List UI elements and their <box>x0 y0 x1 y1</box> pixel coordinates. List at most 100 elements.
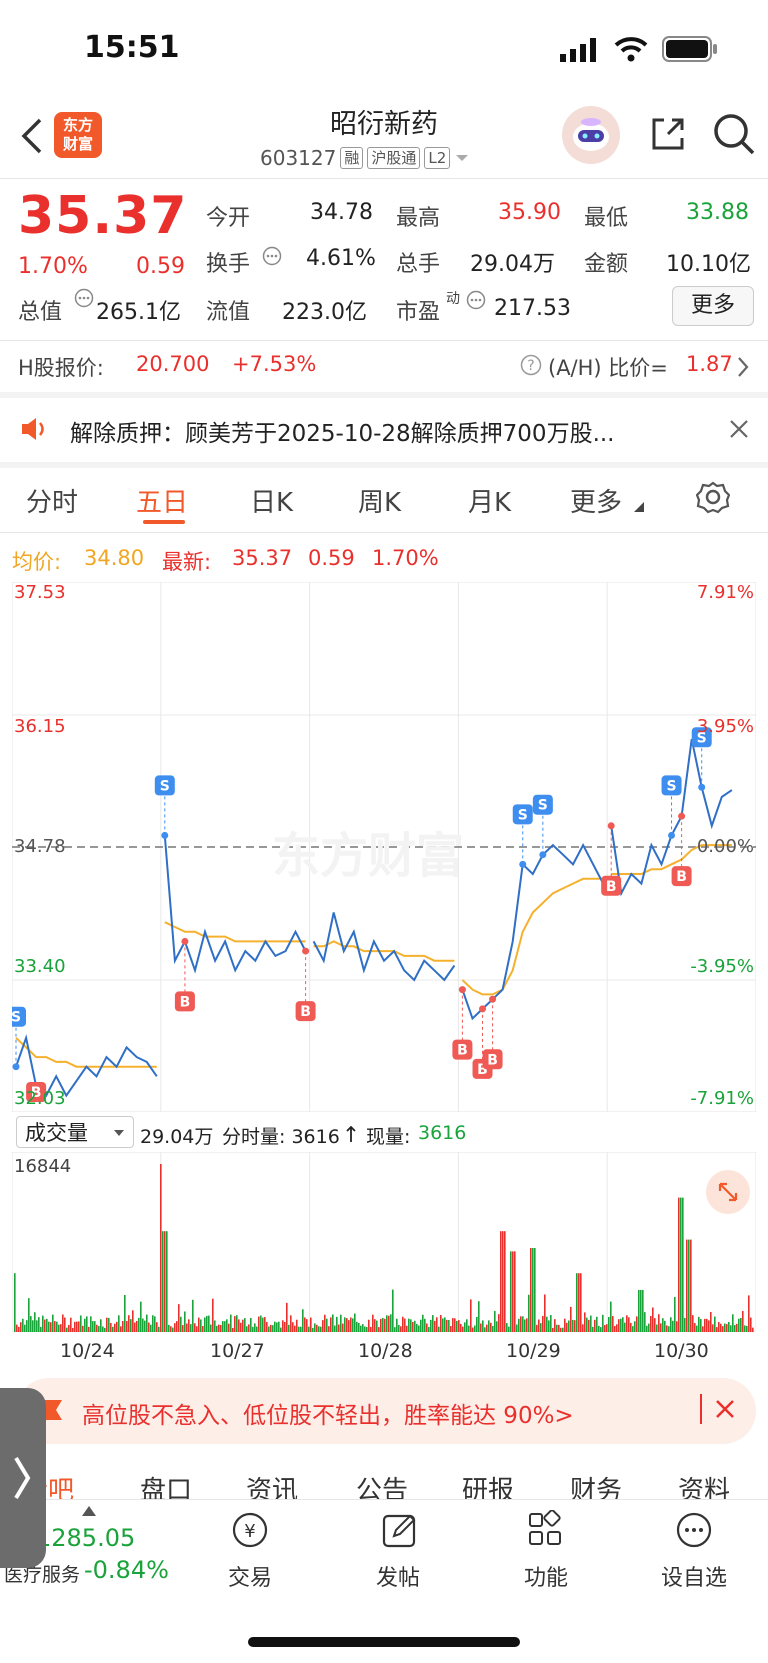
avg-series-segment <box>313 940 455 962</box>
help-icon[interactable]: ? <box>520 354 542 376</box>
volume-selector[interactable]: 成交量 <box>16 1116 134 1148</box>
change-pct: 1.70% <box>18 254 88 279</box>
volume-bar <box>216 1325 218 1332</box>
back-icon[interactable] <box>18 116 44 156</box>
notice-text[interactable]: 解除质押：顾美芳于2025-10-28解除质押700万股... <box>70 421 615 447</box>
nav-trade[interactable]: 交易 <box>227 1566 272 1591</box>
index-value[interactable]: 1285.05 <box>36 1524 136 1552</box>
tab-intraday[interactable]: 分时 <box>26 488 79 518</box>
nav-add-watch[interactable]: 设自选 <box>660 1566 727 1591</box>
y-tick-left-0: 37.53 <box>14 582 66 603</box>
volume-bar <box>374 1319 376 1332</box>
volume-bar <box>678 1197 680 1332</box>
volume-bar <box>648 1323 650 1332</box>
info-dots-icon[interactable] <box>466 290 486 310</box>
home-indicator[interactable] <box>248 1637 520 1647</box>
volume-bar <box>438 1326 440 1332</box>
volume-bar <box>30 1316 32 1332</box>
volume-bar <box>214 1320 216 1332</box>
tab-five-day[interactable]: 五日 <box>136 488 189 518</box>
settings-icon[interactable] <box>696 480 730 514</box>
volume-bar <box>196 1326 198 1332</box>
volume-bar <box>110 1322 112 1332</box>
x-tick-1: 10/27 <box>210 1340 265 1362</box>
tab-daily-k[interactable]: 日K <box>250 488 294 518</box>
post-icon[interactable] <box>380 1510 420 1550</box>
volume-bar <box>550 1315 552 1332</box>
volume-bar <box>398 1325 400 1332</box>
marker-dot <box>181 937 189 945</box>
volume-bar <box>98 1326 100 1332</box>
dropdown-icon[interactable] <box>454 153 470 163</box>
volume-bar <box>560 1327 562 1332</box>
volume-bar <box>164 1231 166 1332</box>
volume-bar <box>328 1326 330 1332</box>
marker-label: B <box>180 994 191 1010</box>
index-pct[interactable]: -0.84% <box>84 1556 169 1584</box>
info-dots-icon[interactable] <box>262 246 282 266</box>
price-series-segment <box>163 835 307 974</box>
info-dots-icon[interactable] <box>74 288 94 308</box>
tab-monthly-k[interactable]: 月K <box>468 488 512 518</box>
volume-chart[interactable] <box>12 1152 756 1332</box>
volume-bar <box>242 1319 244 1332</box>
volume-total: 29.04万 <box>140 1126 214 1148</box>
volume-bar <box>706 1318 708 1332</box>
volume-bar <box>168 1324 170 1332</box>
volume-bar <box>106 1317 108 1332</box>
nav-post[interactable]: 发帖 <box>375 1566 420 1591</box>
volume-bar <box>542 1315 544 1332</box>
tab-more[interactable]: 更多 <box>570 488 623 518</box>
promo-banner[interactable] <box>16 1378 756 1444</box>
volume-bar <box>390 1314 392 1332</box>
last-price: 35.37 <box>18 186 188 246</box>
open-value: 34.78 <box>310 200 373 225</box>
marker-badge <box>532 794 553 815</box>
volume-bar <box>634 1321 636 1332</box>
more-circle-icon[interactable] <box>674 1510 714 1550</box>
volume-bar <box>714 1316 716 1332</box>
more-button[interactable]: 更多 <box>672 286 754 326</box>
volume-bar <box>394 1327 396 1332</box>
search-icon[interactable] <box>712 112 756 156</box>
trade-icon[interactable]: ¥ <box>228 1510 272 1550</box>
close-icon[interactable] <box>714 1398 736 1420</box>
volume-bar <box>558 1324 560 1332</box>
volume-bar <box>442 1318 444 1332</box>
arrow-up-icon <box>346 1125 356 1142</box>
volume-bar <box>688 1239 690 1332</box>
volume-bar <box>282 1320 284 1332</box>
side-drawer-handle[interactable] <box>0 1388 46 1568</box>
volume-bar <box>336 1316 338 1332</box>
volume-bar <box>72 1327 74 1332</box>
volume-bar <box>38 1317 40 1332</box>
volume-bar <box>360 1325 362 1332</box>
marker-dot <box>489 995 497 1003</box>
avg-value: 34.80 <box>84 546 145 570</box>
volume-bar <box>578 1273 580 1332</box>
share-icon[interactable] <box>648 114 688 154</box>
function-icon[interactable] <box>526 1510 566 1550</box>
close-icon[interactable] <box>728 418 750 440</box>
tab-weekly-k[interactable]: 周K <box>358 488 402 518</box>
volume-bar <box>254 1323 256 1332</box>
volume-bar <box>304 1317 306 1332</box>
volume-bar <box>738 1318 740 1332</box>
chevron-right-icon[interactable] <box>736 356 750 378</box>
volume-bar <box>224 1321 226 1332</box>
marker-label: S <box>12 1010 21 1026</box>
mktcap-label: 总值 <box>18 300 63 325</box>
expand-button[interactable] <box>706 1170 750 1214</box>
index-label[interactable]: 医疗服务 <box>4 1564 81 1586</box>
volume-bar <box>20 1322 22 1332</box>
promo-text[interactable]: 高位股不急入、低位股不轻出，胜率能达 90%> <box>82 1403 574 1429</box>
volume-bar <box>226 1319 228 1332</box>
assistant-avatar[interactable] <box>562 106 620 164</box>
volume-bar <box>152 1315 154 1332</box>
x-tick-4: 10/30 <box>654 1340 709 1362</box>
now-volume-label: 现量: <box>366 1126 411 1148</box>
nav-function[interactable]: 功能 <box>523 1566 568 1591</box>
volume-bar <box>178 1304 180 1332</box>
volume-bar <box>128 1315 130 1332</box>
